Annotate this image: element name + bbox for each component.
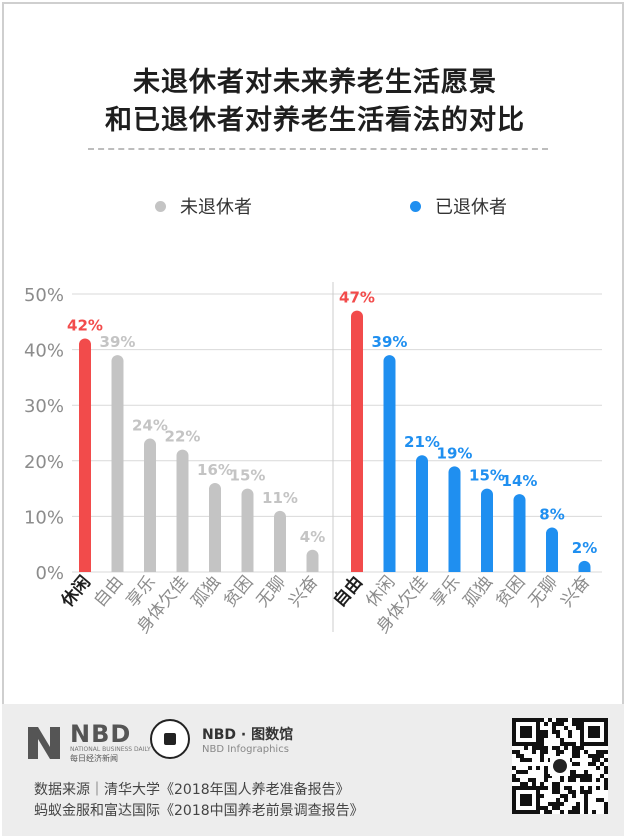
bar-retired-3	[448, 466, 461, 572]
data-label: 8%	[539, 506, 564, 524]
x-tick-label: 兴奋	[285, 572, 322, 611]
legend-label-retired: 已退休者	[435, 197, 507, 218]
y-tick-label: 40%	[24, 341, 64, 362]
x-tick-label: 孤独	[460, 572, 497, 611]
x-tick-label: 贫困	[220, 572, 257, 611]
legend-item-unretired: 未退休者	[155, 193, 252, 219]
x-tick-label: 享乐	[427, 572, 464, 611]
data-label: 16%	[197, 461, 233, 479]
y-tick-label: 50%	[24, 285, 64, 306]
bar-unretired-4	[209, 483, 222, 572]
data-label: 2%	[572, 539, 597, 557]
bar-retired-4	[481, 488, 493, 572]
infographics-circle-icon	[150, 719, 190, 759]
bar-unretired-3	[176, 449, 189, 572]
data-label: 19%	[437, 444, 473, 462]
nbd-chinese-name: 每日经济新闻	[70, 754, 118, 763]
x-tick-label: 自由	[90, 572, 127, 611]
bar-unretired-0	[79, 338, 91, 572]
data-label: 47%	[339, 289, 375, 307]
legend-dot-unretired	[155, 200, 166, 212]
infographics-english: NBD Infographics	[202, 743, 289, 755]
y-tick-label: 30%	[24, 396, 64, 417]
data-label: 21%	[404, 433, 440, 451]
bar-retired-7	[578, 560, 591, 572]
data-label: 4%	[300, 528, 325, 546]
bar-unretired-1	[111, 355, 124, 572]
legend-dot-retired	[410, 200, 421, 212]
chart-title-line-1: 未退休者对未来养老生活愿景	[133, 67, 497, 98]
nbd-wordmark: NBD	[70, 720, 132, 748]
bar-retired-0	[351, 310, 363, 572]
legend-item-retired: 已退休者	[410, 193, 507, 219]
nbd-logo: NBD NATIONAL BUSINESS DAILY 每日经济新闻	[26, 722, 151, 764]
infographics-name: NBD · 图数馆	[202, 726, 294, 743]
data-label: 22%	[165, 428, 201, 446]
nbd-n-icon	[28, 727, 60, 759]
bar-retired-5	[513, 494, 526, 572]
bar-unretired-2	[144, 438, 156, 572]
y-tick-label: 0%	[35, 563, 64, 584]
y-tick-label: 10%	[24, 507, 64, 528]
qr-code-icon[interactable]	[512, 718, 608, 814]
source-line-2: 蚂蚁金服和富达国际《2018中国养老前景调查报告》	[34, 803, 364, 819]
source-line-1: 数据来源｜清华大学《2018年国人养老准备报告》	[34, 782, 350, 798]
x-tick-label: 兴奋	[557, 572, 594, 611]
nbd-english-name: NATIONAL BUSINESS DAILY	[70, 746, 151, 753]
bar-unretired-7	[306, 549, 319, 572]
chart-title-line-2: 和已退休者对养老生活看法的对比	[105, 105, 525, 136]
data-label: 14%	[502, 472, 538, 490]
data-label: 39%	[100, 333, 136, 351]
x-tick-label: 无聊	[525, 572, 562, 611]
x-tick-label: 无聊	[253, 572, 290, 611]
data-label: 11%	[262, 489, 298, 507]
bar-unretired-6	[274, 510, 286, 572]
data-label: 15%	[230, 467, 266, 485]
data-label: 15%	[469, 467, 505, 485]
bar-retired-1	[383, 355, 396, 572]
bar-retired-2	[416, 455, 428, 572]
bar-chart: 0%10%20%30%40%50%42%休闲39%自由24%享乐22%身体欠佳1…	[24, 282, 602, 637]
data-label: 24%	[132, 417, 168, 435]
legend-label-unretired: 未退休者	[180, 197, 252, 218]
x-tick-label: 自由	[329, 572, 367, 612]
nbd-infographics-logo: NBD · 图数馆 NBD Infographics	[150, 719, 293, 759]
y-tick-label: 20%	[24, 452, 64, 473]
bar-unretired-5	[241, 488, 254, 572]
title-divider	[88, 148, 548, 150]
data-label: 39%	[372, 333, 408, 351]
x-tick-label: 孤独	[188, 572, 225, 611]
bar-retired-6	[546, 527, 558, 572]
x-tick-label: 贫困	[492, 572, 529, 611]
data-label: 42%	[67, 316, 103, 334]
